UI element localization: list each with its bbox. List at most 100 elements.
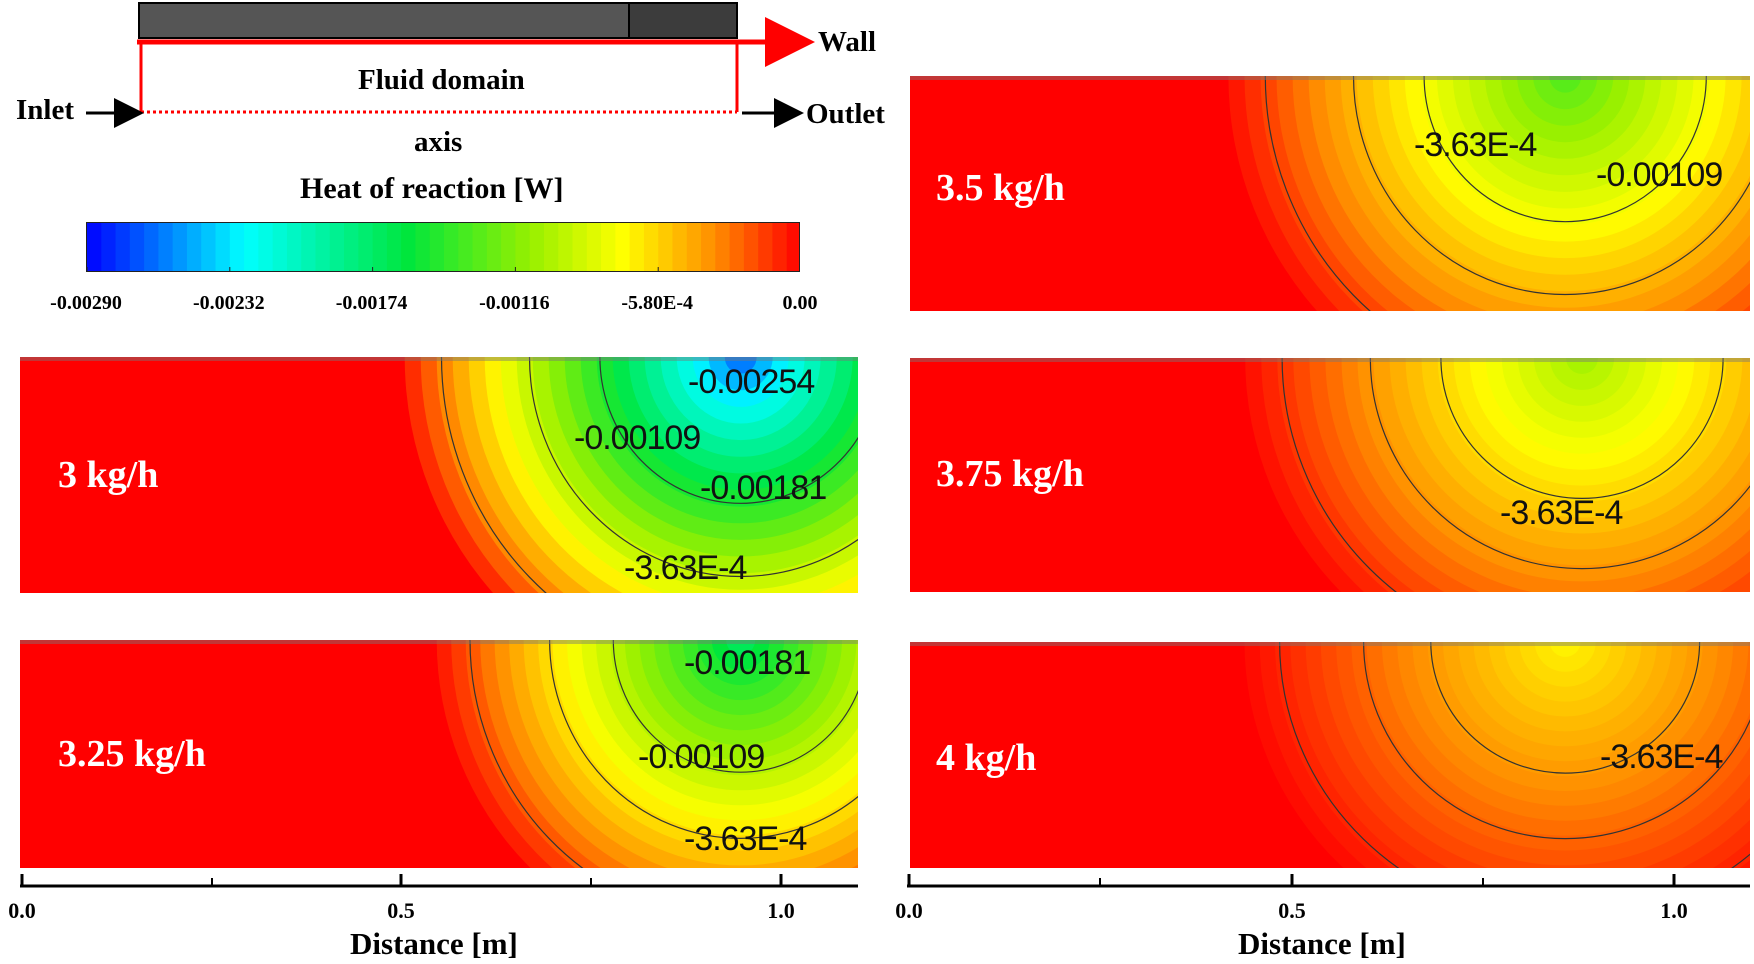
colorbar-step [601, 223, 616, 271]
contour-panel-4kgh: 4 kg/h -3.63E-4 [910, 642, 1750, 868]
contour-label: -0.00254 [688, 363, 815, 401]
wall-strip [20, 640, 858, 644]
inlet-label: Inlet [16, 94, 74, 126]
colorbar-step [401, 223, 417, 271]
contour-label: -3.63E-4 [1500, 494, 1623, 532]
flow-rate-label: 3.5 kg/h [936, 167, 1065, 209]
colorbar-step [358, 223, 374, 271]
colorbar-step [158, 223, 174, 271]
contour-band [1549, 642, 1581, 657]
flow-rate-label: 3 kg/h [58, 454, 159, 496]
iso-line [1423, 76, 1707, 223]
contour-panel-3-75kgh: 3.75 kg/h -3.63E-4 [910, 358, 1750, 592]
colorbar-step [444, 223, 459, 271]
colorbar-tick-label: -0.00290 [50, 292, 122, 314]
x-tick-label: 1.0 [767, 898, 795, 923]
colorbar-step [172, 223, 188, 271]
colorbar-step [129, 223, 145, 271]
contour-label: -0.00109 [638, 738, 765, 776]
iso-line [1352, 76, 1750, 296]
contour-label: -0.00181 [684, 644, 811, 682]
colorbar-step [215, 223, 231, 271]
colorbar-step [301, 223, 317, 271]
contour-panel-3kgh: 3 kg/h -0.00254 -0.00109 -0.00181 -3.63E… [20, 357, 858, 593]
x-axis-title-left: Distance [m] [350, 926, 518, 961]
colorbar-tick-label: -0.00116 [479, 292, 550, 314]
colorbar-step [486, 223, 502, 271]
colorbar-step [272, 223, 288, 271]
colorbar-step [229, 223, 245, 271]
outlet-label: Outlet [806, 98, 885, 130]
contour-label: -3.63E-4 [624, 549, 747, 587]
iso-line [1363, 642, 1750, 840]
x-tick-label: 0.5 [387, 898, 415, 923]
colorbar-tick-label: -5.80E-4 [621, 292, 694, 314]
colorbar-step [344, 223, 359, 271]
contour-field [910, 642, 1750, 868]
contour-panel-3-5kgh: 3.5 kg/h -3.63E-4 -0.00109 [910, 76, 1750, 311]
contour-band [724, 357, 757, 374]
x-tick-label: 0.0 [8, 898, 36, 923]
domain-schematic [86, 2, 815, 128]
colorbar-step [772, 223, 788, 271]
contour-band [1566, 358, 1598, 374]
x-axis-title-right: Distance [m] [1238, 926, 1406, 961]
wall-label: Wall [818, 26, 877, 58]
colorbar-step [543, 223, 559, 271]
colorbar-tick-label: 0.00 [782, 292, 818, 314]
contour-band [726, 640, 756, 655]
colorbar-step [386, 223, 402, 271]
colorbar-step [186, 223, 202, 271]
contour-field [910, 358, 1750, 592]
iso-line [1430, 642, 1701, 774]
colorbar-step [515, 223, 531, 271]
colorbar-step [415, 223, 431, 271]
contour-label: -3.63E-4 [1600, 738, 1723, 776]
contour-band [708, 357, 773, 391]
fluid-domain-label: Fluid domain [358, 64, 525, 96]
colorbar-step [786, 223, 799, 271]
colorbar-step [501, 223, 516, 271]
colorbar-step [458, 223, 474, 271]
colorbar-step [144, 223, 159, 271]
iso-line [1369, 358, 1750, 570]
x-tick-label: 0.5 [1278, 898, 1306, 923]
wall-strip [910, 358, 1750, 362]
flow-rate-label: 4 kg/h [936, 737, 1037, 779]
colorbar-step [658, 223, 674, 271]
contour-band [1549, 76, 1582, 93]
colorbar-step [87, 223, 102, 271]
colorbar-step [758, 223, 774, 271]
wall-strip [910, 76, 1750, 80]
iso-line [1440, 358, 1724, 499]
x-axes [20, 874, 1750, 888]
colorbar-step [586, 223, 602, 271]
colorbar-step [372, 223, 388, 271]
flow-rate-label: 3.25 kg/h [58, 733, 206, 775]
contour-field [20, 357, 858, 593]
colorbar-step [329, 223, 345, 271]
colorbar-step [672, 223, 688, 271]
x-tick-label: 1.0 [1660, 898, 1688, 923]
colorbar-step [258, 223, 274, 271]
contour-field [20, 640, 858, 868]
colorbar [86, 222, 800, 272]
colorbar-step [701, 223, 716, 271]
tube-body [138, 2, 630, 39]
colorbar-step [743, 223, 759, 271]
colorbar-step [286, 223, 302, 271]
contour-label: -3.63E-4 [684, 820, 807, 858]
colorbar-step [643, 223, 659, 271]
contour-label: -0.00181 [700, 469, 827, 507]
iso-line [528, 357, 858, 578]
colorbar-step [729, 223, 745, 271]
tube-end-section [628, 2, 738, 39]
contour-field [910, 76, 1750, 311]
colorbar-step [615, 223, 631, 271]
iso-line [549, 640, 858, 839]
contour-band [711, 640, 770, 671]
contour-label: -0.00109 [574, 419, 701, 457]
colorbar-step [244, 223, 259, 271]
colorbar-title: Heat of reaction [W] [300, 172, 564, 205]
colorbar-step [629, 223, 645, 271]
